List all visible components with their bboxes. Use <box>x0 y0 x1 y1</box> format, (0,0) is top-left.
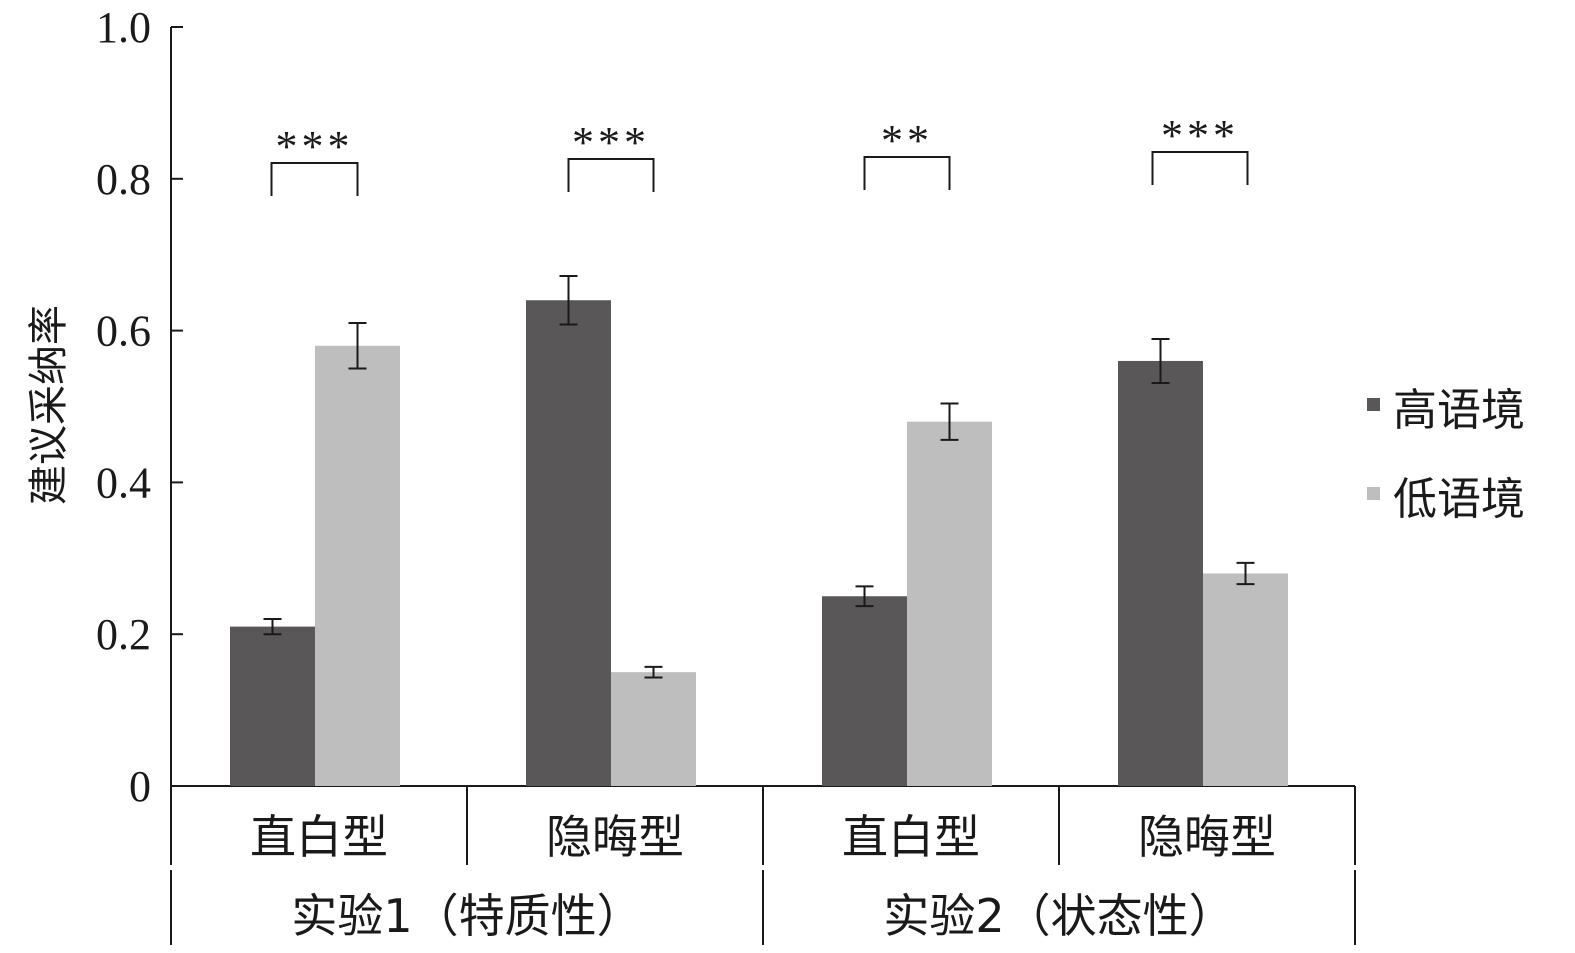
legend-swatch <box>1367 487 1380 500</box>
bar-high <box>1118 360 1203 786</box>
group-label: 实验1（特质性） <box>291 889 642 943</box>
y-tick-label: 0.4 <box>96 458 151 507</box>
group-label: 实验2（状态性） <box>883 889 1234 943</box>
legend-label: 低语境 <box>1393 474 1525 525</box>
bar-low <box>315 345 400 786</box>
significance-label: ** <box>881 116 933 165</box>
significance-bracket <box>270 162 359 196</box>
significance-bracket <box>863 156 951 190</box>
significance-label: *** <box>572 118 650 167</box>
x-tick-label: 隐晦型 <box>1138 810 1276 864</box>
y-tick-label: 0.8 <box>96 155 151 204</box>
x-tick-label: 隐晦型 <box>546 810 684 864</box>
significance-bracket <box>1151 151 1249 185</box>
bar-high <box>822 596 907 786</box>
x-tick-label: 直白型 <box>842 810 980 864</box>
y-tick-label: 1.0 <box>96 3 151 52</box>
x-tick-label: 直白型 <box>250 810 388 864</box>
legend-swatch <box>1367 398 1380 411</box>
y-tick-label: 0.2 <box>96 610 151 659</box>
bar-high <box>526 300 611 786</box>
bar-low <box>611 672 696 786</box>
significance-bracket <box>567 158 655 192</box>
y-tick-label: 0.6 <box>96 307 151 356</box>
y-axis-label: 建议采纳率 <box>26 305 72 505</box>
bar-low <box>1203 573 1288 786</box>
bar-low <box>907 421 992 786</box>
y-tick-label: 0 <box>129 762 151 811</box>
significance-label: *** <box>276 122 354 171</box>
significance-label: *** <box>1161 111 1239 160</box>
legend-label: 高语境 <box>1393 385 1525 436</box>
bar-high <box>230 626 315 786</box>
